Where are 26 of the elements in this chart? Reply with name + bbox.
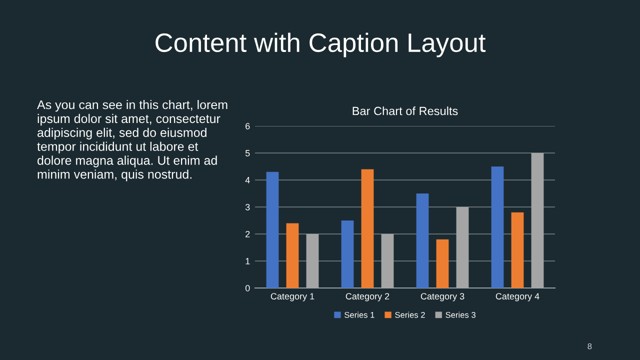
x-tick-label: Category 3 — [420, 293, 464, 302]
bar — [341, 220, 354, 288]
legend-label: Series 2 — [395, 312, 425, 318]
x-tick-label: Category 4 — [496, 293, 540, 302]
x-tick-label: Category 2 — [346, 293, 390, 302]
y-tick-label: 4 — [245, 177, 250, 184]
bar — [266, 172, 279, 288]
y-tick-label: 3 — [245, 204, 250, 210]
chart-subtitle: Bar Chart of Results — [352, 106, 458, 116]
bar — [286, 223, 299, 288]
y-tick-label: 5 — [245, 150, 250, 156]
legend-label: Series 1 — [344, 312, 374, 318]
y-tick-label: 2 — [246, 230, 250, 238]
x-tick-label: Category 1 — [270, 293, 314, 302]
text: 8 — [588, 343, 592, 350]
bar — [491, 166, 504, 288]
y-tick-label: 6 — [246, 122, 250, 130]
chart-title: Content with Caption Layout — [156, 32, 486, 58]
bar — [436, 239, 449, 288]
bar — [416, 194, 429, 288]
y-tick-label: 1 — [246, 258, 250, 264]
y-tick-label: 0 — [245, 284, 250, 292]
text: As you can see in this chart, lorem ipsum dolor sit amet, consectetur adipiscing elit, sed do eiusmod tempor incididunt ut labore et dolore magna aliqua. Ut enim ad minim veniam, quis nostrud. — [37, 100, 228, 182]
legend-label: Series 3 — [446, 312, 476, 318]
bar — [511, 212, 524, 288]
bar — [361, 169, 374, 288]
